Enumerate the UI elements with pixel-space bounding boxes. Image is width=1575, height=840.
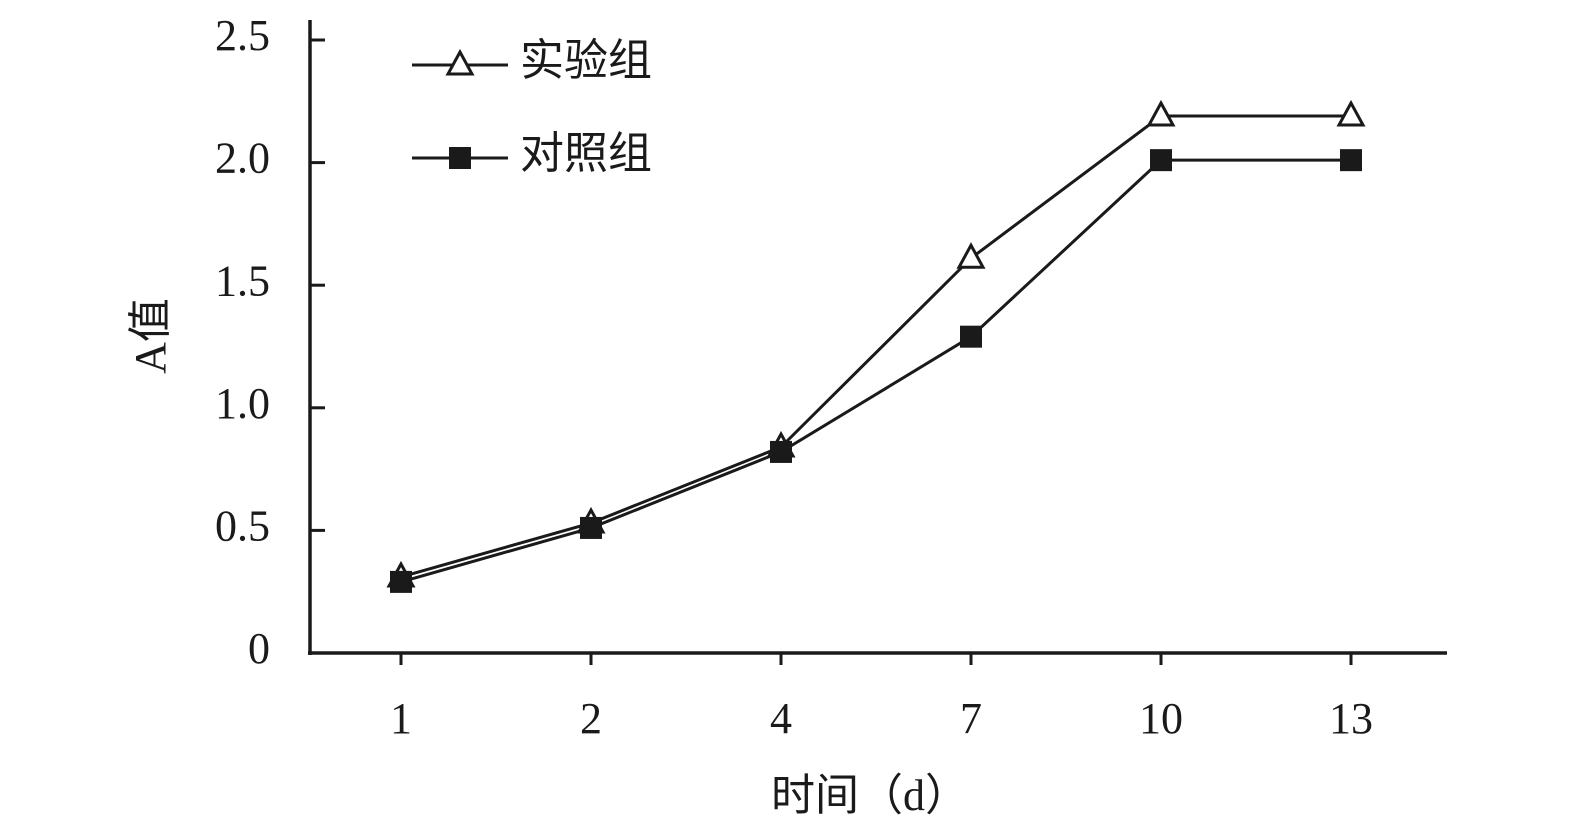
y-tick-label: 0.5 <box>215 501 270 550</box>
point-marker <box>1340 149 1362 172</box>
y-tick-label: 0 <box>248 624 270 673</box>
y-axis-label: A值 <box>126 298 175 374</box>
legend-marker <box>445 48 475 76</box>
legend-marker <box>449 147 471 169</box>
x-tick-label: 13 <box>1329 694 1373 743</box>
x-axis-label: 时间（d） <box>771 771 969 820</box>
y-tick-label: 2.5 <box>215 11 270 60</box>
series-line <box>400 114 1351 579</box>
y-tick-label: 1.0 <box>215 379 270 428</box>
point-marker <box>1150 149 1172 172</box>
point-marker <box>580 516 602 539</box>
point-marker <box>390 570 412 593</box>
x-tick-label: 7 <box>960 694 982 743</box>
point-marker <box>1146 99 1176 127</box>
x-tick-label: 1 <box>390 694 412 743</box>
legend-label: 实验组 <box>520 36 652 85</box>
point-marker <box>1336 99 1366 127</box>
x-tick-label: 10 <box>1139 694 1183 743</box>
x-tick-label: 2 <box>580 694 602 743</box>
legend-label: 对照组 <box>520 129 652 178</box>
y-tick-label: 1.5 <box>215 256 270 305</box>
point-marker <box>960 325 982 348</box>
y-tick-label: 2.0 <box>215 134 270 183</box>
series-line <box>400 158 1351 584</box>
point-marker <box>770 440 792 463</box>
x-tick-label: 4 <box>770 694 792 743</box>
point-marker <box>956 242 986 269</box>
